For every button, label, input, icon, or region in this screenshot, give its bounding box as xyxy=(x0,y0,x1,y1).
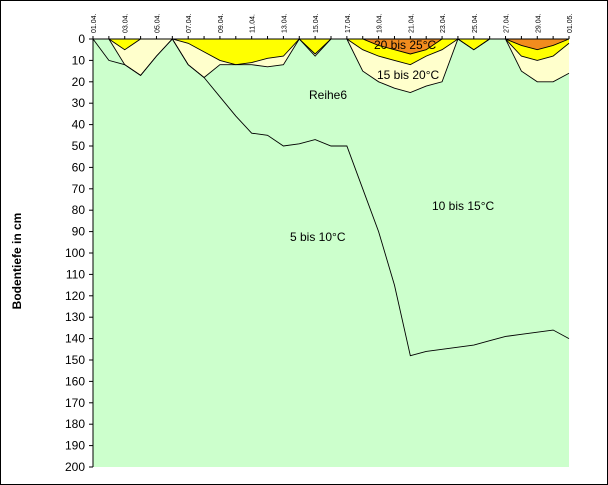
y-tick-label: 40 xyxy=(72,118,86,132)
x-tick-label: 01.05. xyxy=(567,13,574,33)
y-tick-label: 200 xyxy=(65,460,85,474)
x-tick-label: 11.04. xyxy=(250,14,257,33)
y-tick-label: 100 xyxy=(65,246,85,260)
x-tick-label: 09.04. xyxy=(218,13,225,33)
y-axis-title: Bodentiefe in cm xyxy=(10,213,24,310)
y-tick-label: 0 xyxy=(78,32,85,46)
label-5-10: 5 bis 10°C xyxy=(290,230,346,244)
x-tick-label: 29.04. xyxy=(535,13,542,33)
y-tick-label: 110 xyxy=(66,267,85,281)
area-labels: 20 bis 25°C 15 bis 20°C Reihe6 10 bis 15… xyxy=(290,38,495,244)
label-20-25: 20 bis 25°C xyxy=(374,38,437,52)
y-tick-label: 60 xyxy=(72,160,86,174)
y-tick-label: 20 xyxy=(72,75,86,89)
x-tick-label: 21.04. xyxy=(408,13,415,33)
x-tick-label: 03.04. xyxy=(123,13,130,33)
y-tick-label: 80 xyxy=(72,203,86,217)
temperature-layers xyxy=(93,39,569,356)
label-15-20: 15 bis 20°C xyxy=(377,68,440,82)
layer-5-10 xyxy=(93,39,569,356)
y-tick-label: 70 xyxy=(72,182,86,196)
y-tick-label: 150 xyxy=(65,353,85,367)
x-axis-ticks: 01.04. 03.04. 05.04. 07.04. 09.04. 11.04. 13.0… xyxy=(91,13,574,39)
x-tick-label: 23.04. xyxy=(440,13,447,33)
label-10-15: 10 bis 15°C xyxy=(432,199,495,213)
x-tick-label: 05.04. xyxy=(154,13,161,33)
y-tick-label: 10 xyxy=(72,53,86,67)
y-tick-label: 160 xyxy=(65,374,85,388)
x-tick-label: 27.04. xyxy=(504,13,511,33)
y-tick-label: 190 xyxy=(65,439,85,453)
x-tick-label: 17.04. xyxy=(345,13,352,33)
label-reihe6: Reihe6 xyxy=(309,88,347,102)
x-tick-label: 13.04. xyxy=(281,13,288,33)
layer-20-25 xyxy=(93,39,569,54)
y-tick-label: 120 xyxy=(65,289,85,303)
y-tick-label: 170 xyxy=(65,396,85,410)
x-tick-label: 19.04. xyxy=(377,13,384,33)
layer-15-20 xyxy=(93,39,569,65)
x-tick-label: 01.04. xyxy=(91,13,98,33)
y-tick-label: 30 xyxy=(72,96,86,110)
y-tick-label: 180 xyxy=(65,417,85,431)
y-tick-label: 130 xyxy=(65,310,85,324)
y-axis-ticks: 0 10 20 30 40 50 60 70 80 90 100 110 120 130 140 150 160… xyxy=(65,32,93,474)
y-tick-label: 140 xyxy=(65,332,85,346)
x-tick-label: 07.04. xyxy=(186,13,193,33)
y-tick-label: 50 xyxy=(72,139,86,153)
x-tick-label: 25.04. xyxy=(472,13,479,33)
x-tick-label: 15.04. xyxy=(313,13,320,33)
y-tick-label: 90 xyxy=(72,225,86,239)
